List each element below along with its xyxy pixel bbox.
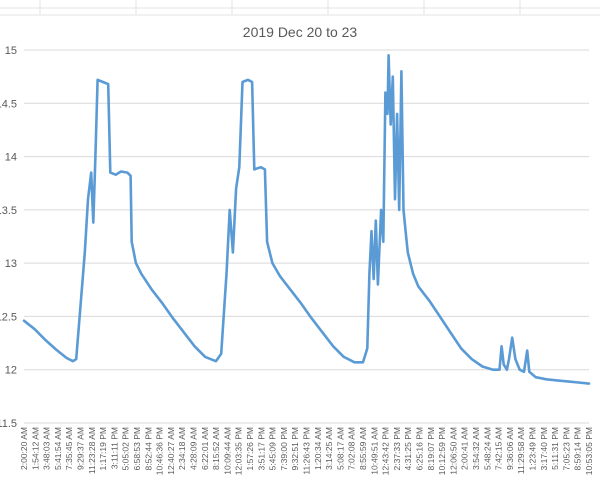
x-tick-label: 6:22:01 AM [200,427,210,470]
series-line [22,54,591,385]
x-tick-label: 9:32:51 PM [290,427,300,470]
x-tick-label: 1:23:49 PM [528,427,538,470]
x-tick-label: 5:41:54 AM [53,427,63,470]
x-tick-label: 7:39:00 PM [279,427,289,470]
x-tick-label: 2:37:33 PM [392,427,402,470]
x-tick-label: 5:05:02 PM [121,427,131,470]
chart-title: 2019 Dec 20 to 23 [243,24,358,40]
x-axis-ticks: 2:00:20 AM 1:54:12 AM 3:48:03 AM 5:41:54 AM… [19,427,594,475]
x-tick-label: 8:19:07 PM [426,427,436,470]
x-tick-label: 10:12:59 PM [437,427,447,475]
x-tick-label: 8:55:59 AM [358,427,368,470]
x-tick-label: 2:00:20 AM [19,427,29,470]
x-tick-label: 8:52:44 PM [143,427,153,470]
y-tick-label: 11.5 [0,418,17,430]
x-tick-label: 10:09:44 AM [222,427,232,475]
y-tick-label: 13.5 [0,205,17,217]
x-tick-label: 11:23:28 AM [87,427,97,474]
x-tick-label: 12:06:50 AM [448,427,458,475]
x-tick-label: 6:25:16 PM [415,427,425,470]
x-tick-label: 1:17:19 PM [98,427,108,470]
x-tick-label: 9:29:37 AM [76,427,86,470]
x-tick-label: 5:45:09 PM [268,427,278,470]
x-tick-label: 7:42:15 AM [494,427,504,470]
x-tick-label: 10:46:36 PM [155,427,165,475]
y-tick-label: 12 [5,365,17,377]
x-tick-label: 3:17:40 PM [539,427,549,470]
y-tick-label: 12.5 [0,311,17,323]
y-tick-label: 15 [5,45,17,57]
x-tick-label: 3:51:17 PM [256,427,266,470]
x-tick-label: 10:53:05 PM [584,427,594,475]
x-tick-label: 7:02:08 AM [347,427,357,470]
x-tick-label: 4:28:09 AM [189,427,199,470]
x-tick-label: 9:36:06 AM [505,427,515,470]
x-tick-label: 2:00:41 AM [460,427,470,470]
x-tick-label: 11:26:43 PM [302,427,312,475]
x-tick-label: 4:31:25 PM [403,427,413,470]
x-tick-label: 3:14:25 AM [324,427,334,470]
x-tick-label: 8:59:14 PM [573,427,583,470]
x-tick-label: 7:05:23 PM [561,427,571,470]
x-tick-label: 12:43:42 PM [381,427,391,475]
x-tick-label: 2:34:18 AM [177,427,187,470]
y-tick-label: 14.5 [0,98,17,110]
y-tick-label: 13 [5,258,17,270]
x-tick-label: 5:11:31 PM [550,427,560,470]
x-tick-label: 3:11:11 PM [109,427,119,469]
series-group [22,54,591,385]
x-tick-label: 5:08:17 AM [335,427,345,470]
x-tick-label: 1:57:26 PM [245,427,255,470]
x-tick-label: 6:58:53 PM [132,427,142,470]
x-tick-label: 1:54:12 AM [30,427,40,470]
x-tick-label: 12:03:35 PM [234,427,244,475]
x-tick-label: 5:48:24 AM [482,427,492,470]
x-tick-label: 11:29:58 AM [516,427,526,474]
spreadsheet-background [0,0,600,16]
x-tick-label: 1:20:34 AM [313,427,323,470]
x-tick-label: 3:54:32 AM [471,427,481,470]
x-tick-label: 7:35:45 AM [64,427,74,470]
x-tick-label: 8:15:52 AM [211,427,221,470]
x-tick-label: 3:48:03 AM [42,427,52,470]
x-tick-label: 10:49:51 AM [369,427,379,475]
x-tick-label: 12:40:27 AM [166,427,176,475]
y-tick-label: 14 [5,152,17,164]
y-axis-ticks: 11.5 12 12.5 13 13.5 14 14.5 15 [0,45,17,430]
